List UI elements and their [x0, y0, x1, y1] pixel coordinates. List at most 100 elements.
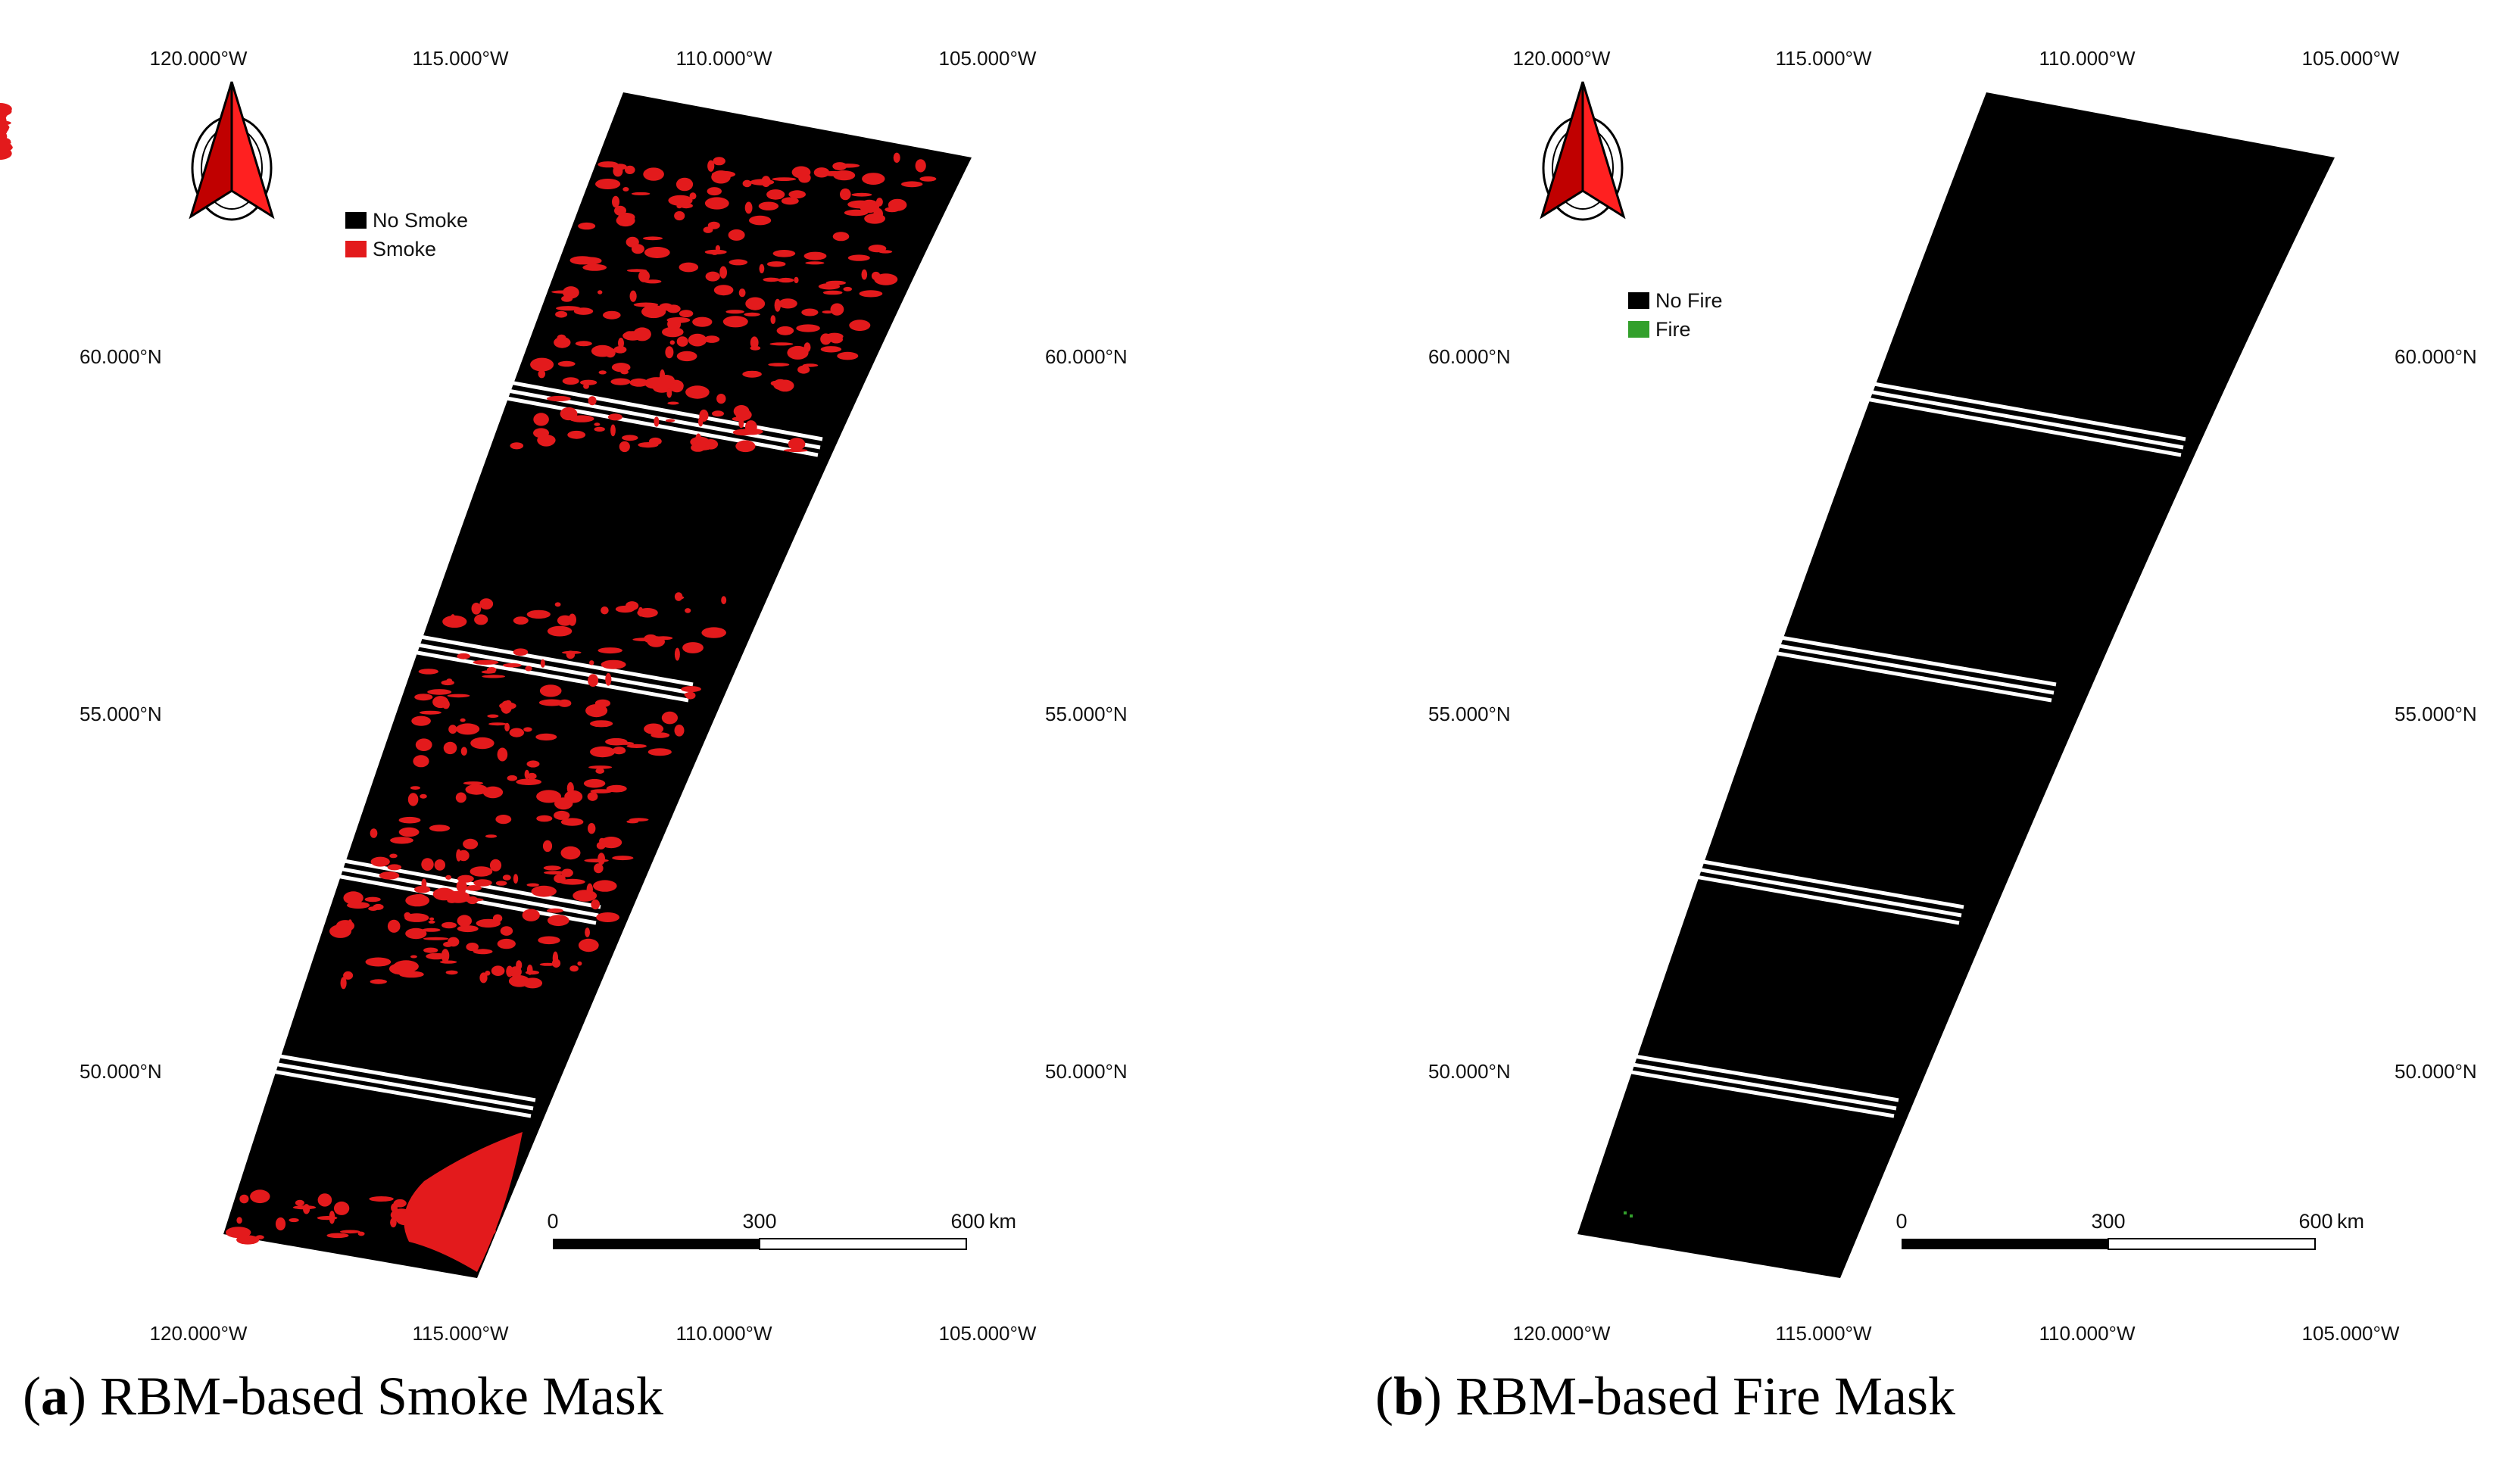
legend-label: No Fire [1655, 289, 1723, 312]
lon-label-bottom: 110.000°W [2039, 1322, 2136, 1345]
smoke-pixel [388, 962, 415, 975]
smoke-pixel [370, 979, 387, 984]
smoke-pixel [473, 949, 493, 955]
smoke-pixel [598, 647, 622, 654]
smoke-pixel [575, 341, 592, 347]
smoke-pixel [830, 303, 844, 316]
scale-unit: km [2337, 1210, 2364, 1233]
smoke-pixel [577, 961, 582, 966]
smoke-pixel [0, 154, 8, 158]
smoke-pixel [861, 269, 868, 280]
smoke-pixel [419, 710, 442, 715]
smoke-pixel [749, 215, 772, 226]
smoke-pixel [583, 383, 589, 389]
smoke-pixel [429, 825, 451, 832]
smoke-pixel [654, 416, 660, 427]
smoke-pixel [556, 306, 581, 311]
smoke-pixel [526, 883, 539, 887]
smoke-pixel [644, 723, 664, 734]
smoke-pixel [526, 610, 551, 619]
smoke-pixel [716, 394, 726, 404]
smoke-pixel [725, 310, 744, 314]
smoke-pixel [612, 747, 626, 755]
smoke-pixel [562, 377, 579, 385]
smoke-pixel [919, 176, 937, 182]
smoke-pixel [594, 422, 601, 426]
smoke-pixel [470, 737, 495, 750]
smoke-pixel [796, 324, 820, 332]
smoke-pixel [643, 167, 664, 181]
lat-label-left: 60.000°N [1428, 345, 1511, 368]
smoke-pixel [626, 744, 647, 749]
smoke-pixel [516, 778, 541, 785]
smoke-pixel [591, 899, 600, 910]
smoke-pixel [781, 197, 799, 205]
smoke-pixel [607, 413, 622, 421]
smoke-pixel [622, 435, 638, 441]
smoke-pixel [588, 765, 613, 769]
smoke-pixel [530, 357, 554, 372]
fire-pixel [1630, 1214, 1633, 1217]
smoke-pixel [649, 437, 662, 445]
smoke-plume [404, 1132, 523, 1272]
smoke-pixel [421, 878, 427, 889]
smoke-pixel [655, 638, 663, 642]
smoke-pixel [750, 336, 759, 349]
smoke-pixel [613, 164, 627, 170]
smoke-pixel [456, 849, 462, 862]
lat-label-left: 55.000°N [1428, 703, 1511, 725]
north-arrow-icon [189, 81, 275, 221]
smoke-pixel [542, 840, 553, 853]
smoke-pixel [457, 925, 479, 933]
smoke-pixel [547, 908, 563, 913]
smoke-pixel [525, 970, 540, 975]
smoke-pixel [657, 375, 675, 386]
smoke-pixel [0, 123, 10, 132]
smoke-pixel [303, 1204, 310, 1214]
smoke-pixel [471, 603, 482, 615]
smoke-pixel [692, 316, 713, 327]
smoke-pixel [410, 955, 417, 959]
smoke-pixel [813, 167, 830, 178]
smoke-pixel [547, 625, 573, 637]
smoke-pixel [820, 346, 842, 353]
smoke-pixel [713, 157, 725, 166]
scan-gap [1853, 379, 2186, 457]
smoke-pixel [370, 856, 390, 867]
smoke-pixel [445, 874, 452, 880]
lon-label-top: 115.000°W [1776, 47, 1872, 70]
smoke-pixel [390, 837, 413, 844]
smoke-pixel [589, 660, 594, 666]
smoke-pixel [611, 363, 631, 373]
smoke-pixel [0, 141, 12, 151]
scan-gap [1621, 1052, 1899, 1118]
smoke-pixel [504, 722, 510, 732]
smoke-pixel [665, 346, 674, 359]
smoke-pixel [598, 853, 605, 865]
smoke-pixel [554, 874, 566, 884]
smoke-pixel [864, 213, 885, 224]
smoke-pixel [844, 209, 869, 217]
smoke-map: 120.000°W 115.000°W 110.000°W 105.000°W … [0, 47, 1128, 1345]
smoke-pixel [525, 666, 532, 672]
smoke-pixel [625, 165, 635, 174]
smoke-pixel [557, 615, 573, 626]
smoke-pixel [613, 346, 627, 354]
smoke-pixel [585, 928, 590, 937]
smoke-pixel [691, 443, 706, 452]
smoke-pixel [340, 1230, 360, 1234]
lat-label-right: 55.000°N [2395, 703, 2477, 725]
smoke-pixel [387, 919, 401, 933]
smoke-pixel [578, 938, 599, 952]
smoke-pixel [707, 187, 722, 196]
smoke-pixel [758, 201, 779, 210]
smoke-pixel [825, 332, 844, 341]
smoke-pixel [787, 345, 809, 360]
caption: (a) RBM-based Smoke Mask [23, 1366, 663, 1426]
scan-gap [1759, 632, 2057, 703]
smoke-pixel [398, 816, 421, 824]
smoke-pixel [429, 917, 435, 921]
smoke-pixel [822, 310, 834, 314]
lon-label-top: 105.000°W [2302, 47, 2400, 70]
caption: (b) RBM-based Fire Mask [1375, 1366, 1955, 1426]
